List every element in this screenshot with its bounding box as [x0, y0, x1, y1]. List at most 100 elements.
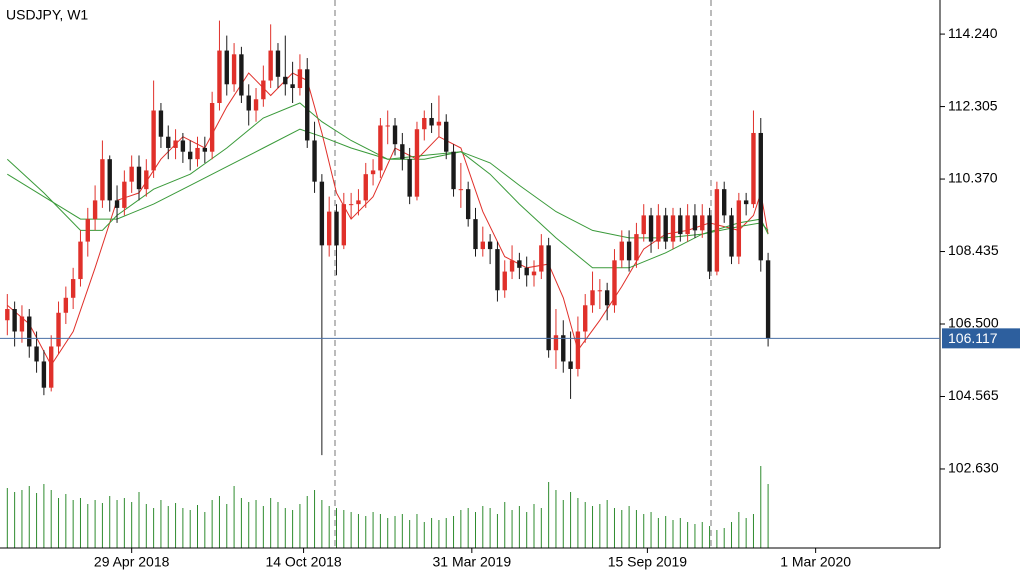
- candle-body: [524, 267, 529, 276]
- candle-body: [670, 215, 676, 242]
- candle-body: [736, 200, 742, 257]
- candle-body: [641, 215, 646, 235]
- candle-body: [5, 309, 10, 321]
- candle-body: [663, 215, 668, 242]
- candle-body: [378, 125, 383, 171]
- candle-body: [517, 260, 522, 268]
- candle-body: [561, 335, 566, 362]
- candle-body: [539, 245, 544, 272]
- candle-body: [297, 69, 303, 89]
- candle-body: [63, 297, 69, 313]
- y-tick-label: 108.435: [948, 242, 999, 258]
- last-price-label: 106.117: [948, 330, 998, 346]
- candle-body: [707, 215, 712, 272]
- candle-body: [195, 147, 200, 160]
- candle-body: [370, 170, 376, 175]
- candle-body: [531, 271, 537, 276]
- candle-body: [334, 211, 339, 246]
- candle-body: [414, 129, 420, 197]
- y-tick-label: 106.500: [948, 315, 999, 331]
- candle-body: [590, 290, 595, 306]
- candle-body: [502, 271, 507, 291]
- candle-body: [312, 140, 317, 182]
- candle-body: [41, 361, 47, 388]
- y-tick-label: 102.630: [948, 460, 999, 476]
- candle-body: [495, 249, 500, 291]
- candle-body: [114, 200, 120, 208]
- candle-body: [56, 312, 61, 347]
- moving-average: [6, 72, 769, 367]
- candle-body: [261, 80, 266, 100]
- candle-body: [151, 110, 156, 171]
- candle-body: [656, 215, 661, 242]
- candle-body: [575, 331, 581, 369]
- candle-body: [326, 211, 332, 246]
- candle-body: [678, 215, 683, 235]
- candle-body: [107, 159, 112, 201]
- candle-body: [202, 147, 208, 152]
- candle-body: [451, 151, 456, 190]
- candle-body: [305, 69, 310, 141]
- candle-body: [612, 260, 617, 306]
- candle-body: [49, 346, 54, 388]
- candle-body: [619, 241, 624, 261]
- candle-body: [166, 136, 171, 148]
- candle-body: [626, 241, 632, 261]
- candle-body: [188, 151, 193, 160]
- candle-body: [283, 76, 288, 85]
- candle-body: [356, 200, 361, 205]
- candle-body: [714, 189, 720, 272]
- x-tick-label: 15 Sep 2019: [608, 554, 688, 570]
- y-tick-label: 110.370: [948, 170, 998, 186]
- candle-body: [144, 170, 149, 190]
- candle-body: [209, 103, 215, 152]
- candle-body: [27, 316, 32, 347]
- candle-body: [509, 260, 515, 272]
- candle-body: [722, 189, 727, 216]
- candle-body: [473, 219, 478, 250]
- candle-body: [129, 166, 134, 182]
- candle-body: [70, 279, 76, 298]
- candle-body: [436, 121, 442, 126]
- candle-body: [12, 309, 17, 332]
- y-tick-label: 112.305: [948, 97, 998, 113]
- candle-body: [19, 316, 25, 332]
- candle-body: [700, 215, 705, 231]
- candle-body: [422, 117, 427, 130]
- candle-body: [604, 290, 610, 306]
- candle-body: [341, 204, 347, 246]
- plot-area: [5, 20, 771, 548]
- candle-body: [568, 361, 573, 369]
- candle-body: [729, 215, 734, 257]
- candle-body: [400, 144, 405, 160]
- candle-body: [634, 234, 639, 261]
- candle-body: [92, 200, 98, 220]
- candle-body: [407, 159, 412, 197]
- candle-body: [275, 50, 281, 77]
- candle-body: [136, 166, 142, 190]
- candle-body: [158, 110, 164, 137]
- candle-body: [319, 181, 325, 246]
- candle-body: [487, 241, 493, 250]
- candle-body: [553, 335, 559, 351]
- candle-body: [268, 50, 273, 81]
- candle-body: [465, 189, 471, 220]
- candle-body: [743, 200, 749, 205]
- y-tick-label: 104.565: [948, 387, 999, 403]
- candle-body: [458, 189, 464, 191]
- candle-body: [392, 125, 398, 145]
- last-price-box: [942, 328, 1020, 349]
- chart-title: USDJPY, W1: [6, 7, 88, 23]
- candle-body: [444, 121, 449, 152]
- candle-body: [122, 181, 127, 208]
- candle-body: [692, 215, 698, 231]
- candle-body: [78, 241, 83, 280]
- candle-body: [597, 290, 603, 292]
- candle-body: [480, 241, 485, 250]
- volume-bars: [6, 466, 769, 548]
- candle-body: [546, 245, 551, 351]
- candle-body: [253, 99, 259, 111]
- candle-body: [765, 260, 771, 339]
- y-tick-label: 114.240: [948, 25, 998, 41]
